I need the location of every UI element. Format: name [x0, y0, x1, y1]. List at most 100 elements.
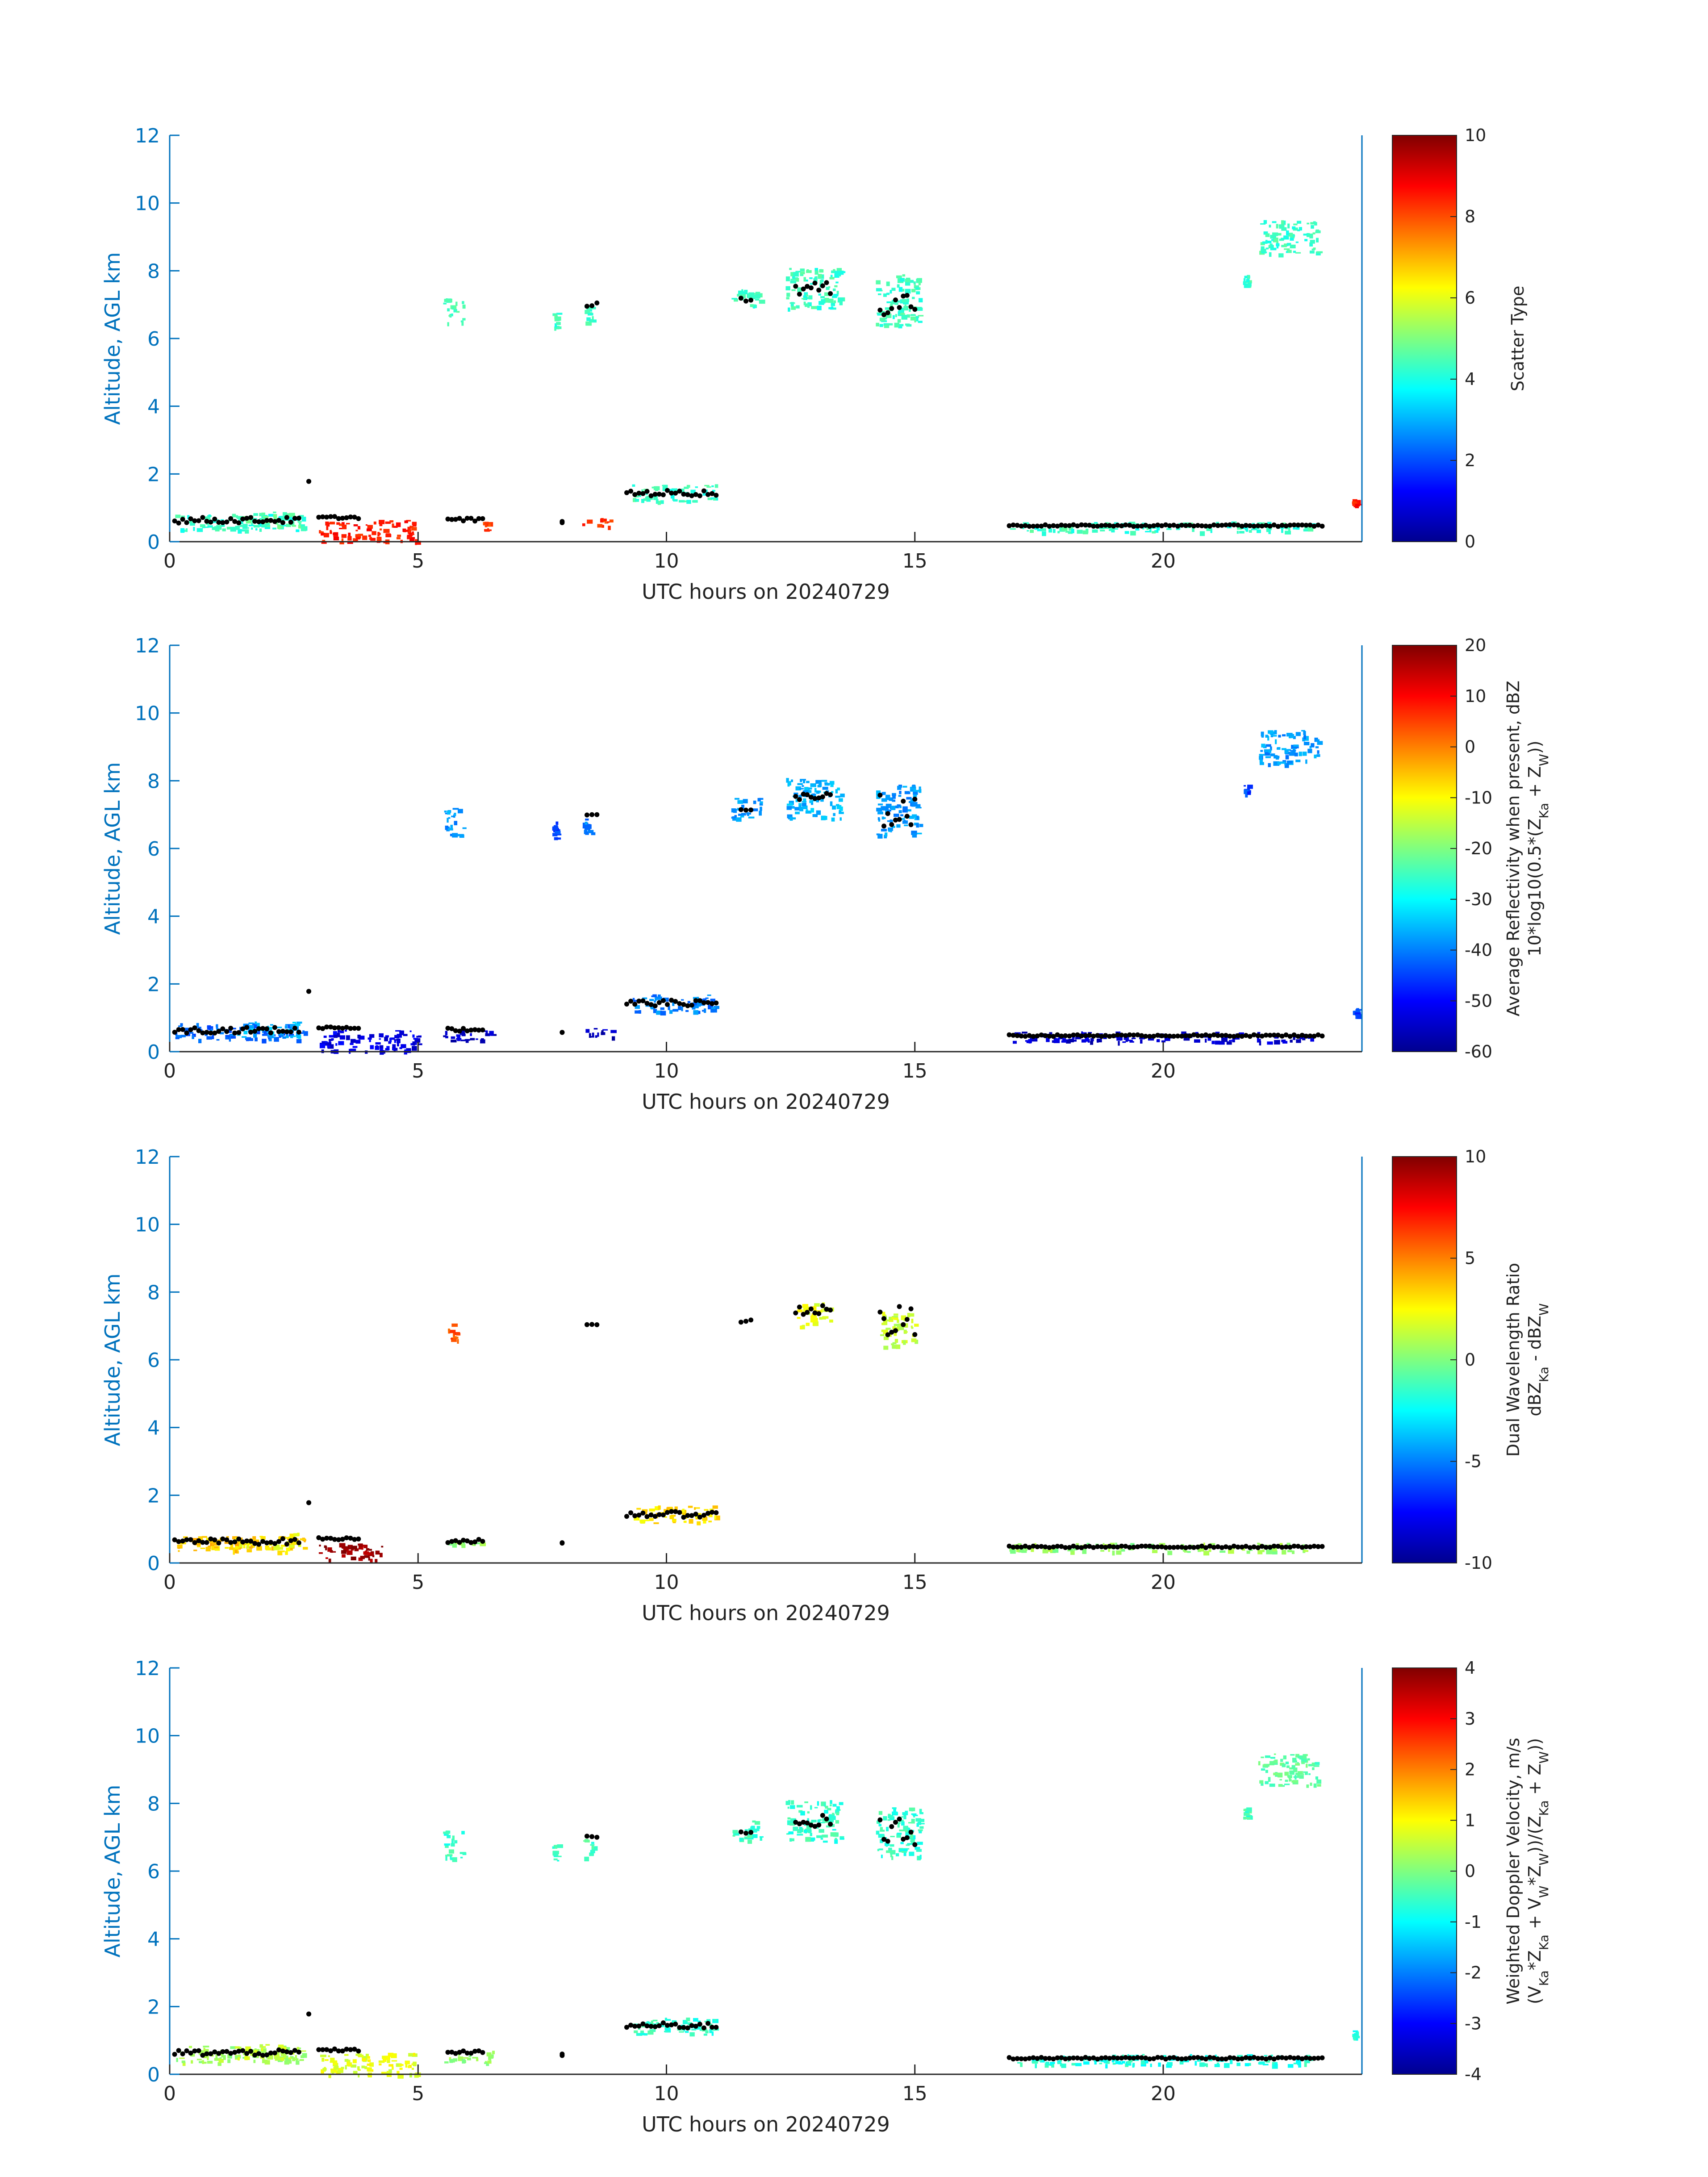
- marker-dot: [560, 519, 565, 524]
- data-cell: [910, 802, 912, 806]
- data-cell: [1266, 1550, 1272, 1554]
- data-cell: [806, 790, 812, 793]
- data-cell: [595, 1035, 597, 1038]
- data-cell: [281, 2057, 284, 2060]
- data-cell: [896, 275, 902, 279]
- data-cell: [484, 529, 490, 532]
- marker-dot: [244, 516, 250, 521]
- data-cell: [822, 816, 827, 820]
- marker-dot: [1275, 1544, 1281, 1549]
- x-axis-label: UTC hours on 20240729: [642, 1090, 890, 1114]
- data-cell: [1259, 760, 1263, 763]
- data-cell: [643, 2033, 648, 2036]
- marker-dot: [1239, 1544, 1244, 1550]
- marker-dot: [805, 1820, 810, 1826]
- data-cell: [332, 2071, 334, 2075]
- colorbar-tick-label: 10: [1465, 1147, 1486, 1166]
- data-cell: [1121, 1549, 1125, 1552]
- x-tick-label: 20: [1151, 1571, 1176, 1594]
- marker-dot: [589, 812, 595, 817]
- marker-dot: [1287, 2055, 1293, 2060]
- colorbar-label-formula: 10*log10(0.5*(ZKa + ZW)): [1525, 740, 1551, 956]
- marker-dot: [636, 1513, 642, 1518]
- data-cell: [292, 1022, 296, 1024]
- data-cell: [1287, 223, 1290, 229]
- marker-dot: [1315, 522, 1321, 528]
- marker-dot: [453, 1538, 458, 1543]
- data-cell: [694, 1507, 696, 1510]
- data-cell: [403, 1034, 408, 1036]
- marker-dot: [180, 1027, 185, 1032]
- data-cell: [445, 1855, 447, 1861]
- marker-dot: [476, 2048, 481, 2053]
- marker-dot: [714, 1000, 719, 1006]
- marker-dot: [176, 1539, 181, 1544]
- marker-dot: [1047, 2056, 1052, 2061]
- marker-dot: [912, 1842, 918, 1847]
- data-cell: [916, 291, 920, 295]
- marker-dot: [681, 1002, 686, 1007]
- marker-dot: [801, 791, 806, 797]
- marker-dot: [1255, 523, 1261, 528]
- marker-dot: [256, 519, 261, 524]
- data-cell: [897, 786, 902, 790]
- marker-dot: [260, 2053, 265, 2058]
- data-cell: [679, 500, 685, 503]
- marker-dot: [184, 1030, 189, 1036]
- data-cell: [748, 1837, 754, 1840]
- marker-dot: [272, 519, 277, 524]
- data-cell: [1275, 756, 1279, 760]
- data-cell: [833, 269, 835, 271]
- marker-dot: [1135, 1032, 1140, 1037]
- data-cell: [1140, 2060, 1146, 2065]
- marker-dot: [1251, 1544, 1257, 1550]
- data-cell: [1316, 251, 1323, 254]
- data-cell: [890, 1852, 893, 1858]
- data-cell: [208, 514, 211, 517]
- marker-dot: [1047, 1545, 1052, 1550]
- data-cell: [1277, 761, 1281, 765]
- marker-dot: [1071, 1543, 1076, 1549]
- y-tick-label: 2: [147, 973, 160, 996]
- data-cell: [553, 1858, 558, 1860]
- data-cell: [888, 827, 894, 831]
- data-cell: [271, 1546, 275, 1551]
- data-cell: [476, 1542, 481, 1545]
- marker-dot: [1135, 1544, 1140, 1550]
- data-cell: [876, 322, 879, 326]
- data-cell: [1116, 1550, 1122, 1555]
- data-cell: [1145, 531, 1150, 533]
- data-cell: [358, 1036, 365, 1040]
- data-cell: [915, 1818, 921, 1822]
- marker-dot: [1143, 1034, 1148, 1039]
- marker-dot: [1195, 1033, 1200, 1038]
- marker-dot: [901, 1837, 906, 1842]
- marker-dot: [453, 2051, 458, 2056]
- marker-dot: [1179, 1545, 1184, 1550]
- data-cell: [714, 1006, 719, 1009]
- data-cell: [1307, 222, 1310, 225]
- marker-dot: [240, 2048, 246, 2053]
- marker-dot: [457, 516, 462, 521]
- data-cell: [461, 1831, 465, 1834]
- data-cell: [757, 1827, 760, 1831]
- marker-dot: [897, 1816, 902, 1822]
- data-cell: [1246, 279, 1250, 283]
- data-cell: [412, 1034, 415, 1038]
- data-cell: [1045, 1034, 1050, 1036]
- data-cell: [714, 1515, 720, 1521]
- data-cell: [800, 1325, 803, 1329]
- data-cell: [367, 2063, 371, 2066]
- data-cell: [1285, 527, 1289, 530]
- marker-dot: [228, 1026, 234, 1031]
- data-cell: [235, 1546, 238, 1549]
- data-cell: [1281, 227, 1287, 231]
- marker-dot: [1151, 1544, 1157, 1550]
- data-cell: [592, 1848, 594, 1852]
- data-cell: [902, 299, 906, 303]
- marker-dot: [284, 2049, 289, 2055]
- marker-dot: [816, 1822, 822, 1828]
- data-cell: [351, 2064, 357, 2068]
- data-cell: [894, 322, 900, 328]
- marker-dot: [445, 1540, 451, 1545]
